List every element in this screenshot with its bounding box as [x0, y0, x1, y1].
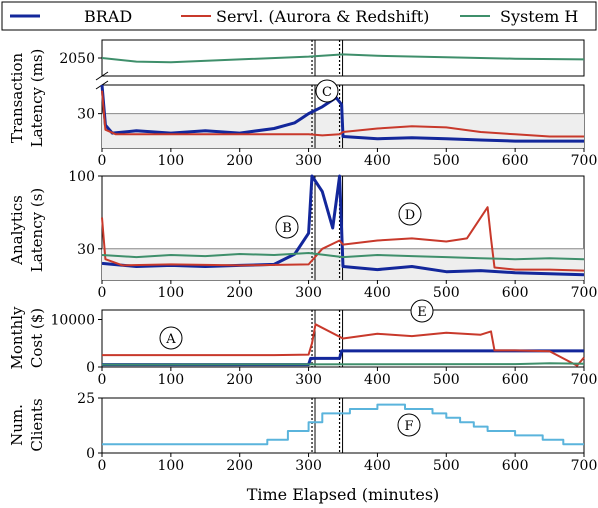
- transaction-ylabel-line1: Transaction: [8, 52, 26, 143]
- x-tick-label: 400: [364, 285, 391, 301]
- x-tick-label: 100: [157, 372, 184, 388]
- x-tick-label: 200: [226, 285, 253, 301]
- num-clients-panel: Num. Clients 0 100 200 300 400 500 600 700 0 25: [8, 391, 597, 474]
- series-line-brad: [100, 84, 584, 143]
- cost-plot: [101, 310, 585, 367]
- cost-ylabel-line1: Monthly: [8, 306, 26, 370]
- x-tick-label: 0: [98, 372, 107, 388]
- series-line-system-h: [101, 362, 585, 366]
- x-tick-label: 200: [226, 372, 253, 388]
- marker-label-c: C: [322, 85, 332, 100]
- x-tick-label: 500: [433, 153, 460, 169]
- x-tick-label: 300: [295, 458, 322, 474]
- transaction-lower-plot: [100, 84, 584, 148]
- marker-circle-b: [275, 215, 299, 239]
- marker-circle-f: [397, 413, 421, 437]
- legend-label-brad: BRAD: [84, 7, 132, 26]
- legend-label-serverless: Servl. (Aurora & Redshift): [216, 7, 429, 26]
- x-tick-label: 400: [364, 153, 391, 169]
- x-tick-label: 700: [571, 458, 598, 474]
- transaction-ticks: 2050 0 100 200 300 400 500 600 700 30: [59, 51, 597, 169]
- marker-label-a: A: [165, 332, 176, 347]
- x-tick-label: 300: [295, 372, 322, 388]
- x-axis-label: Time Elapsed (minutes): [247, 485, 440, 504]
- x-tick-label: 100: [157, 458, 184, 474]
- x-tick-label: 500: [433, 372, 460, 388]
- x-tick-label: 400: [364, 372, 391, 388]
- clients-ylabel-line2: Clients: [28, 398, 46, 451]
- analytics-latency-panel: Analytics Latency (s) 0 100 200 300 400 500 60…: [8, 169, 597, 301]
- clients-ticks: 0 100 200 300 400 500 600 700 0 25: [77, 391, 597, 474]
- analytics-plot: [101, 174, 585, 280]
- y-tick-label: 25: [77, 391, 95, 407]
- x-tick-label: 600: [502, 285, 529, 301]
- x-tick-label: 600: [502, 458, 529, 474]
- transaction-latency-panel: Transaction Latency (ms) 2050 0 100 200 300 4…: [8, 39, 597, 169]
- x-tick-label: 300: [295, 285, 322, 301]
- legend-label-system-h: System H: [500, 7, 578, 26]
- marker-label-e: E: [417, 305, 427, 320]
- series-line-servl-aurora-redshift-: [101, 90, 584, 138]
- x-tick-label: 700: [571, 285, 598, 301]
- clients-plot: [102, 398, 584, 453]
- marker-circle-d: [398, 202, 422, 226]
- series-line-system-h: [101, 53, 585, 64]
- marker-label-d: D: [405, 208, 415, 223]
- y-tick-label: 10000: [50, 313, 95, 329]
- x-tick-label: 0: [98, 285, 107, 301]
- analytics-ticks: 0 100 200 300 400 500 600 700 30 100: [68, 169, 597, 301]
- marker-circle-c: [315, 79, 339, 103]
- series-line-brad: [101, 174, 585, 277]
- analytics-ylabel-line1: Analytics: [8, 195, 26, 266]
- y-tick-label: 2050: [59, 51, 95, 67]
- marker-circle-e: [410, 299, 434, 323]
- y-tick-label: 0: [86, 446, 95, 462]
- x-tick-label: 0: [98, 458, 107, 474]
- marker-label-f: F: [404, 419, 413, 434]
- y-tick-label: 30: [77, 242, 95, 258]
- x-tick-label: 600: [502, 153, 529, 169]
- legend-box: [1, 1, 597, 31]
- monthly-cost-panel: Monthly Cost ($) 0 100 200 300 400 500 600 7000…: [8, 306, 597, 388]
- y-tick-label: 0: [86, 360, 95, 376]
- x-tick-label: 300: [295, 153, 322, 169]
- x-tick-label: 500: [433, 458, 460, 474]
- marker-label-b: B: [282, 221, 292, 236]
- x-tick-label: 200: [226, 153, 253, 169]
- legend: BRAD Servl. (Aurora & Redshift) System H: [1, 1, 597, 31]
- x-tick-label: 700: [571, 372, 598, 388]
- series-line-clients: [102, 403, 584, 446]
- series-line-system-h: [101, 252, 585, 261]
- cost-ticks: 0 100 200 300 400 500 600 700 0 10000: [50, 313, 597, 389]
- transaction-upper-plot: [101, 40, 585, 76]
- y-tick-label: 30: [77, 107, 95, 123]
- x-tick-label: 100: [157, 285, 184, 301]
- analytics-ylabel-line2: Latency (s): [28, 188, 46, 273]
- series-line-servl-aurora-redshift-: [101, 206, 585, 272]
- transaction-ylabel-line2: Latency (ms): [28, 49, 46, 148]
- x-tick-label: 700: [571, 153, 598, 169]
- x-tick-label: 100: [157, 153, 184, 169]
- y-tick-label: 100: [68, 169, 95, 185]
- x-tick-label: 500: [433, 285, 460, 301]
- x-tick-label: 0: [98, 153, 107, 169]
- break-mark-top: [95, 71, 109, 81]
- x-tick-label: 200: [226, 458, 253, 474]
- series-line-servl-aurora-redshift-: [102, 323, 585, 367]
- annotation-markers: A B C D E F: [159, 79, 434, 437]
- clients-ylabel-line1: Num.: [8, 404, 26, 446]
- x-tick-label: 600: [502, 372, 529, 388]
- cost-ylabel-line2: Cost ($): [28, 308, 46, 368]
- marker-circle-a: [159, 326, 183, 350]
- x-tick-label: 400: [364, 458, 391, 474]
